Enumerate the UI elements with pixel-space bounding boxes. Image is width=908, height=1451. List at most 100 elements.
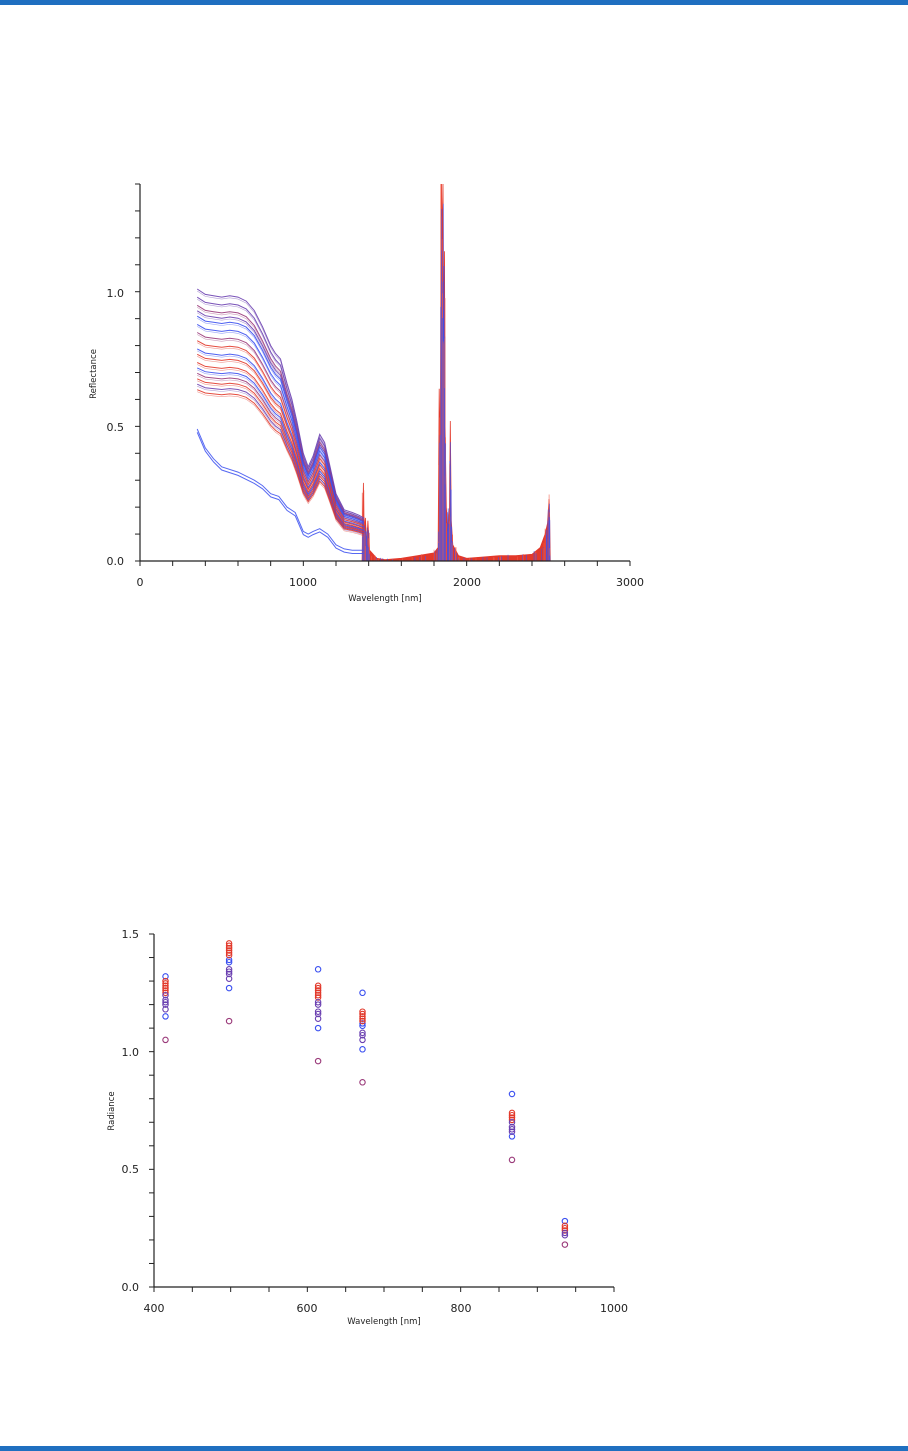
data-point-purple	[561, 1229, 569, 1237]
data-point-red	[359, 1008, 366, 1015]
data-point-purple	[162, 991, 169, 999]
x-tick-label: 1000	[600, 1302, 628, 1315]
data-point-purple	[162, 996, 169, 1004]
data-point-red	[225, 944, 233, 952]
data-point-purple	[314, 1010, 322, 1018]
data-point-blue	[508, 1090, 516, 1098]
data-point-red	[162, 977, 169, 985]
data-point-magenta	[359, 1079, 366, 1086]
data-point-blue	[561, 1217, 569, 1225]
reflectance-axes	[135, 183, 631, 566]
data-point-red	[162, 989, 169, 997]
reflectance-chart: 0 1000 2000 3000 0.0 0.5 1.0 Wavelength …	[89, 183, 644, 604]
data-point-red	[359, 1015, 366, 1022]
data-point-red	[508, 1111, 516, 1119]
y-tick-label: 0.0	[107, 555, 125, 568]
spectrum-line	[197, 391, 364, 537]
x-tick-label: 0	[137, 576, 144, 589]
data-point-purple	[508, 1119, 516, 1126]
data-point-red	[314, 987, 322, 994]
y-tick-label: 0.0	[122, 1281, 140, 1294]
spectrum-line	[196, 340, 365, 527]
data-point-red	[162, 980, 169, 987]
data-point-red	[359, 1013, 366, 1020]
data-point-magenta	[314, 1057, 322, 1065]
y-tick-label: 1.0	[122, 1046, 140, 1059]
spectra-tail-region	[361, 183, 551, 562]
data-point-red	[561, 1227, 569, 1234]
data-point-red	[162, 982, 169, 990]
data-point-blue	[225, 956, 233, 964]
data-point-purple	[162, 998, 169, 1006]
data-point-purple	[225, 968, 233, 975]
spectrum-line	[197, 389, 364, 535]
page-top-rule	[0, 0, 908, 5]
radiance-points	[162, 940, 569, 1248]
radiance-chart: 400 600 800 1000 0.0 0.5 1.0 1.5 Wavelen…	[107, 928, 628, 1327]
x-axis-label: Wavelength [nm]	[348, 594, 421, 604]
data-point-red	[359, 1010, 366, 1018]
data-point-red	[225, 940, 233, 947]
data-point-blue	[359, 1022, 366, 1030]
page-bottom-rule	[0, 1446, 908, 1451]
y-axis-label: Radiance	[107, 1091, 117, 1130]
data-point-blue	[359, 1020, 366, 1027]
data-point-purple	[225, 970, 233, 978]
spectrum-line	[196, 332, 365, 526]
data-point-red	[508, 1109, 516, 1117]
data-point-magenta	[162, 1036, 169, 1044]
data-point-purple	[508, 1128, 516, 1135]
data-point-purple	[225, 966, 233, 973]
y-tick-label: 0.5	[122, 1163, 140, 1176]
data-point-red	[561, 1222, 569, 1230]
radiance-axes	[149, 933, 615, 1292]
data-point-purple	[314, 1015, 322, 1022]
spectrum-line	[196, 428, 364, 551]
data-point-blue	[162, 1013, 169, 1020]
data-point-purple	[508, 1123, 516, 1131]
x-tick-label: 2000	[453, 576, 481, 589]
x-tick-label: 1000	[289, 576, 317, 589]
y-tick-label: 0.5	[107, 421, 125, 434]
data-point-red	[225, 949, 233, 957]
data-point-red	[314, 984, 322, 992]
data-point-magenta	[225, 1017, 233, 1025]
spectrum-line	[196, 353, 364, 529]
data-point-purple	[508, 1126, 516, 1133]
data-point-red	[314, 991, 322, 999]
spectrum-line	[196, 432, 364, 554]
data-point-magenta	[561, 1241, 569, 1248]
data-point-red	[314, 989, 322, 997]
reflectance-spectra	[196, 183, 551, 562]
data-point-purple	[314, 1008, 322, 1015]
y-tick-label: 1.5	[122, 928, 140, 941]
data-point-purple	[162, 1001, 169, 1008]
data-point-blue	[225, 958, 233, 966]
y-tick-label: 1.0	[107, 287, 125, 300]
data-point-purple	[359, 1029, 366, 1037]
x-tick-label: 800	[451, 1302, 472, 1315]
data-point-red	[225, 942, 233, 950]
data-point-blue	[162, 973, 169, 980]
data-point-red	[162, 984, 169, 992]
data-point-red	[314, 994, 322, 1001]
spectrum-line	[196, 323, 365, 524]
data-point-red	[359, 1017, 366, 1025]
data-point-red	[508, 1114, 516, 1121]
data-point-blue	[359, 1046, 366, 1053]
spectrum-line	[196, 315, 365, 523]
data-point-red	[314, 982, 322, 990]
data-point-magenta	[508, 1156, 516, 1164]
data-point-purple	[225, 975, 233, 982]
data-point-purple	[314, 1001, 322, 1008]
x-tick-label: 400	[144, 1302, 165, 1315]
x-tick-label: 600	[297, 1302, 318, 1315]
data-point-red	[225, 947, 233, 954]
data-point-purple	[359, 1031, 366, 1039]
x-axis-label: Wavelength [nm]	[347, 1317, 420, 1327]
data-point-purple	[314, 998, 322, 1006]
data-point-blue	[225, 984, 233, 992]
spectrum-line	[196, 304, 365, 521]
data-point-purple	[162, 1006, 169, 1013]
